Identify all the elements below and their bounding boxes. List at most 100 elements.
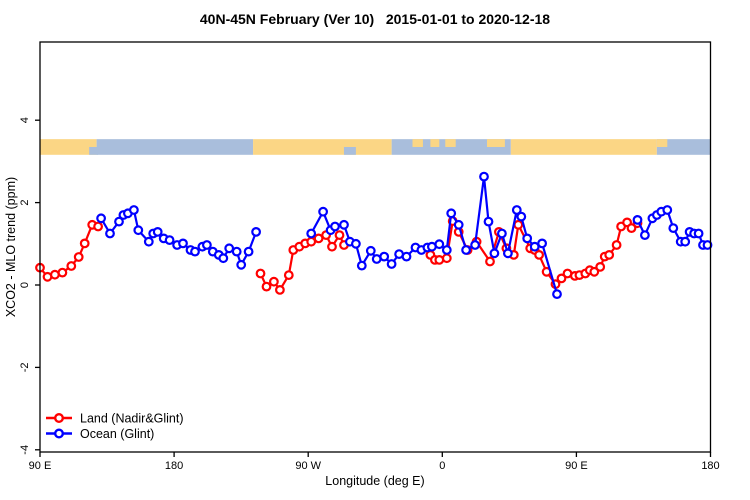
land-series-point [434, 255, 445, 265]
data-series [35, 171, 713, 300]
ocean-series-point [662, 205, 673, 215]
ocean-series-point [224, 243, 235, 254]
band-land-segment [253, 139, 392, 155]
land-series-point [57, 267, 68, 278]
band-coast-patch [430, 139, 440, 147]
map-band [40, 139, 711, 155]
ocean-series-point [306, 228, 317, 239]
ocean-series-point [511, 205, 522, 215]
ocean-series-point [537, 238, 547, 249]
ocean-series-point [318, 206, 329, 217]
ocean-series-point [434, 239, 445, 250]
x-tick-label: 180 [701, 460, 719, 472]
ocean-series-point [178, 238, 188, 249]
x-tick-label: 90 E [565, 460, 588, 472]
ocean-series-point [446, 208, 457, 219]
ocean-series-point [365, 245, 376, 256]
ocean-series-point [640, 230, 650, 241]
ocean-series-point [461, 245, 472, 255]
ocean-series-point [251, 226, 262, 237]
band-coast-patch [656, 139, 668, 147]
x-axis: 90 E 180 90 W 0 90 E 180 [29, 452, 720, 472]
ocean-series-point [133, 225, 144, 236]
ocean-series-point [702, 240, 713, 250]
legend-marker-circle [54, 413, 65, 424]
land-series-point [556, 273, 567, 284]
land-series-point [73, 252, 84, 262]
ocean-series-point [152, 226, 163, 237]
ocean-series-point [105, 228, 115, 239]
land-series-point [283, 270, 294, 281]
land-series-point [604, 249, 615, 260]
ocean-series-point [483, 216, 494, 227]
ocean-series-point [356, 260, 367, 271]
ocean-series-point [441, 245, 452, 255]
ocean-series-point [164, 235, 175, 246]
land-series-point [255, 268, 266, 279]
ocean-series-point [379, 251, 390, 262]
y-tick-label: 4 [19, 117, 31, 123]
ocean-series-point [503, 248, 513, 259]
legend-entry: Ocean (Glint) [46, 427, 154, 441]
y-tick-label: 2 [19, 200, 31, 206]
x-tick-label: 90 E [29, 460, 52, 472]
land-series-point [611, 240, 622, 250]
x-tick-label: 180 [165, 460, 183, 472]
y-axis: -4 -2 0 2 4 [19, 117, 40, 455]
ocean-series-point [339, 219, 349, 230]
y-tick-label: -4 [19, 445, 31, 455]
land-series-point [327, 241, 337, 252]
ocean-series-point [632, 214, 643, 225]
land-series-point [313, 233, 324, 244]
band-ocean-segment [96, 139, 254, 155]
ocean-series-point [680, 236, 691, 247]
ocean-series-point [243, 246, 254, 257]
land-series-point [269, 276, 279, 287]
land-series-point [441, 253, 452, 264]
ocean-series-point [516, 211, 527, 222]
legend: Land (Nadir&Glint)Ocean (Glint) [46, 412, 184, 441]
land-series-point [79, 238, 90, 249]
ocean-series-point [489, 248, 500, 259]
ocean-series-point [479, 171, 489, 182]
y-tick-label: 0 [19, 282, 31, 288]
chart-title: 40N-45N February (Ver 10) 2015-01-01 to … [200, 11, 550, 27]
legend-marker-circle [54, 428, 65, 439]
ocean-series-point [201, 240, 212, 250]
legend-label: Land (Nadir&Glint) [80, 412, 184, 426]
ocean-series-point [218, 253, 229, 264]
ocean-series-point [401, 251, 412, 262]
band-coast-patch [445, 139, 456, 147]
ocean-series-point [497, 228, 507, 239]
ocean-series-point [231, 246, 242, 257]
ocean-series-point [236, 259, 247, 270]
ocean-series-point [330, 221, 340, 232]
ocean-series-point [96, 213, 106, 224]
band-coast-patch [343, 146, 356, 155]
land-series-point [589, 266, 600, 277]
x-axis-label: Longitude (deg E) [325, 474, 424, 488]
legend-entry: Land (Nadir&Glint) [46, 412, 184, 426]
land-series-point [534, 249, 544, 260]
ocean-series-point [190, 246, 200, 257]
ocean-series-point [522, 233, 533, 244]
ocean-series-point [143, 236, 154, 247]
land-series-point [513, 219, 524, 230]
ocean-series-point [693, 228, 704, 239]
band-land-segment [40, 139, 97, 155]
land-series-point [626, 223, 637, 234]
ocean-series-point [470, 240, 481, 250]
band-coast-patch [487, 139, 505, 147]
ocean-series-point [552, 289, 562, 300]
land-series-point [275, 285, 285, 295]
ocean-series-point [668, 223, 679, 234]
ocean-series-point [114, 216, 124, 227]
ocean-series [96, 171, 713, 300]
ocean-series-point [453, 219, 464, 230]
land-series-point [93, 221, 103, 232]
x-tick-label: 90 W [295, 460, 321, 472]
band-coast-patch [412, 139, 423, 147]
ocean-series-line [310, 175, 559, 296]
